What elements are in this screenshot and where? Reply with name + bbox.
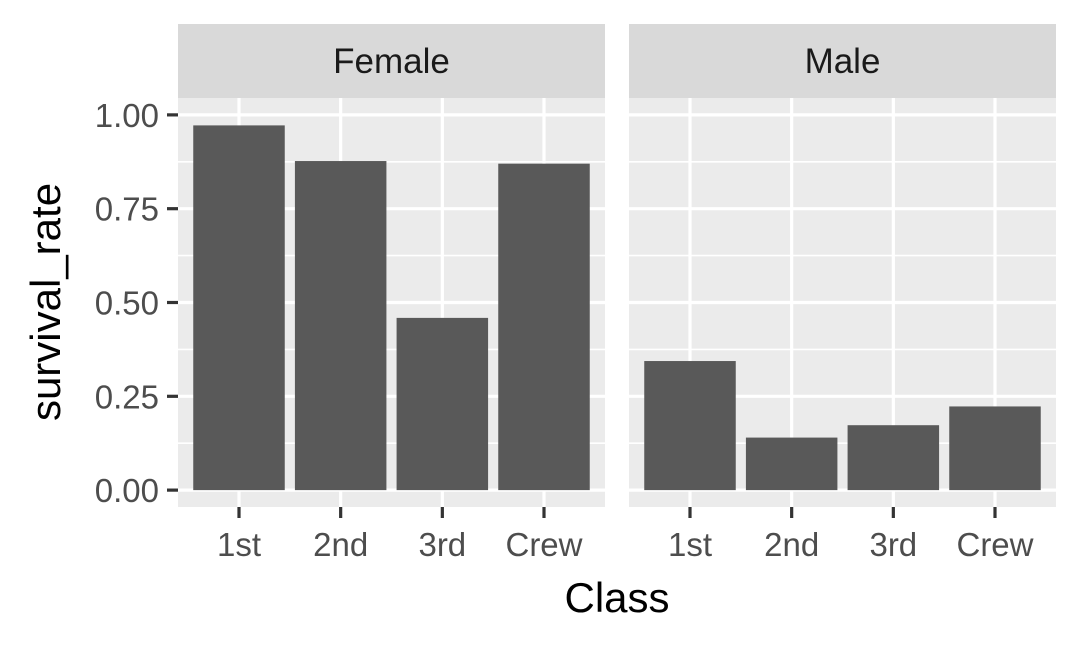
y-tick-label: 0.50 [95,285,159,322]
x-tick-label: 3rd [418,526,466,563]
x-tick-label: 3rd [869,526,917,563]
y-tick-label: 1.00 [95,97,159,134]
x-tick-label: 1st [668,526,712,563]
y-tick-label: 0.00 [95,472,159,509]
facet-strip-label: Male [805,42,881,81]
bar [294,161,387,491]
x-tick-label: Crew [956,526,1033,563]
y-tick-label: 0.75 [95,191,159,228]
bar [847,425,940,491]
y-tick-label: 0.25 [95,378,159,415]
bar [644,361,736,491]
facet-strip [629,24,1056,98]
bar [949,406,1041,491]
facet-strip-label: Female [333,42,450,81]
bar [745,437,838,491]
facet-strip [178,24,605,98]
x-tick-label: 2nd [764,526,819,563]
bar [396,317,489,491]
bar [193,125,285,491]
y-axis-title: survival_rate [22,183,69,421]
x-tick-label: 1st [217,526,261,563]
bar [498,163,590,491]
x-tick-label: Crew [505,526,582,563]
x-tick-label: 2nd [313,526,368,563]
x-axis-title: Class [564,574,669,621]
